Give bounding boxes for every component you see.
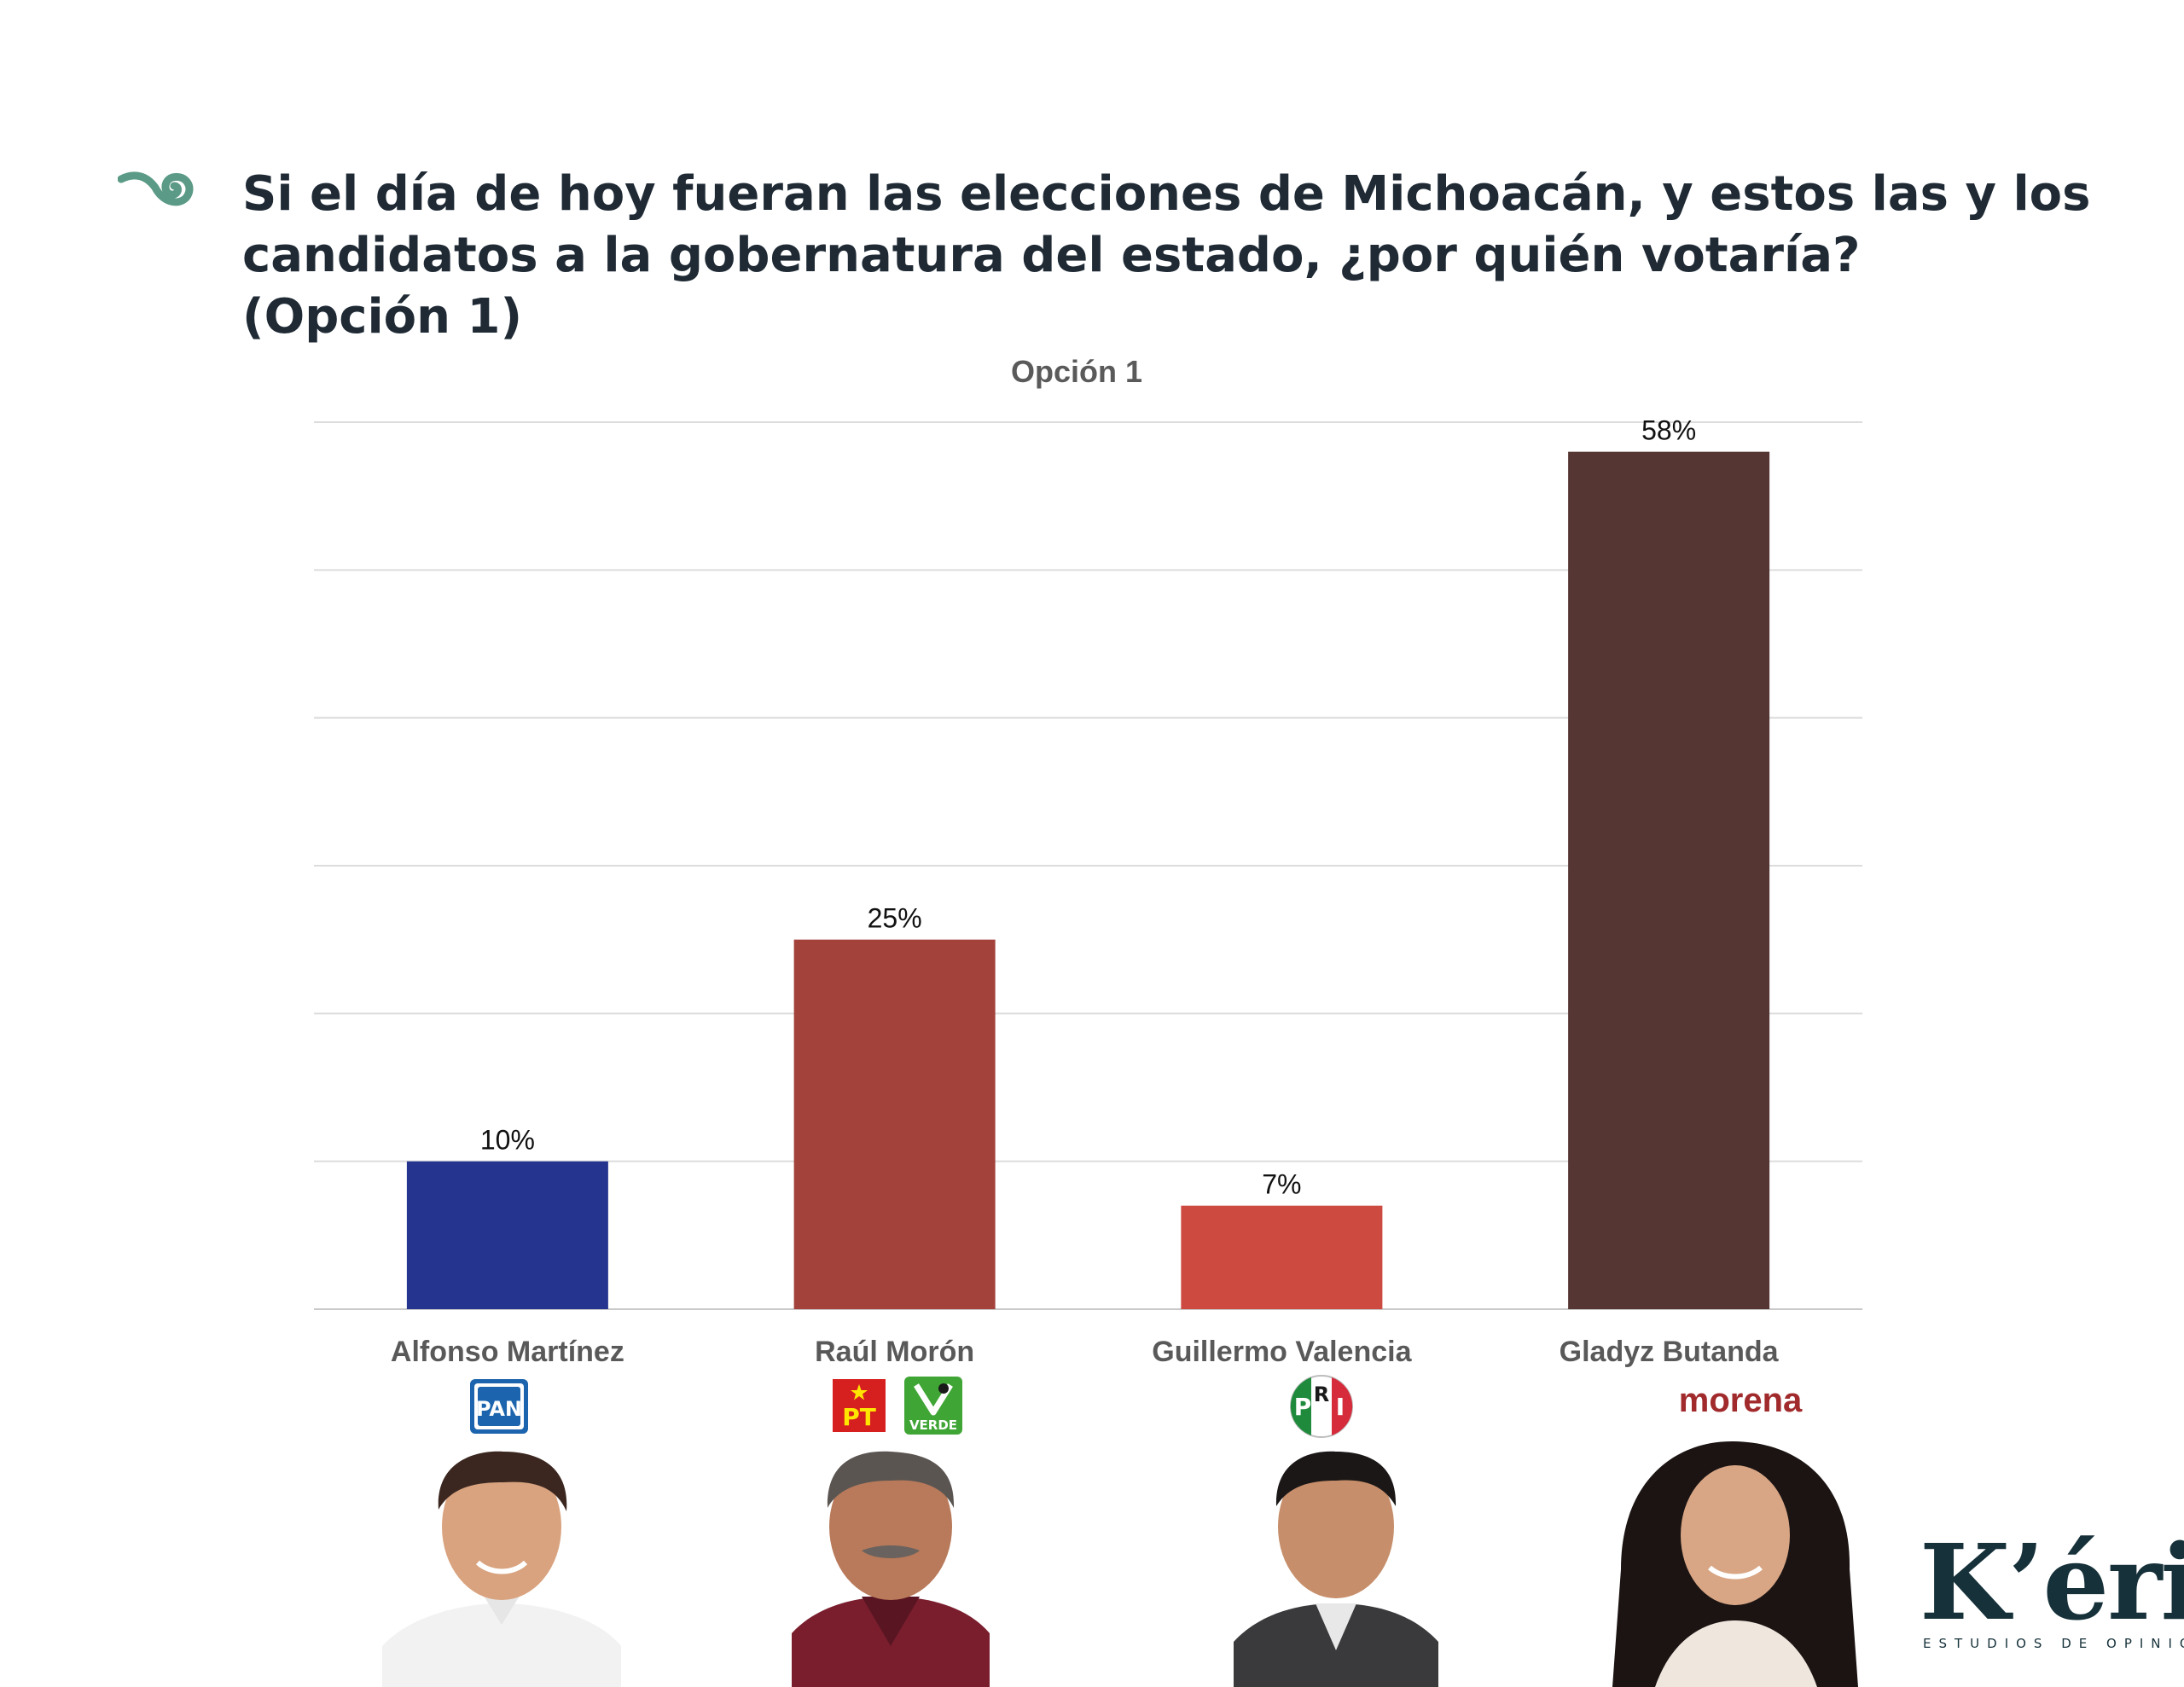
- candidate-photo-alfonso: [382, 1450, 621, 1687]
- data-label: 10%: [480, 1125, 535, 1156]
- pt-logo: PT: [833, 1379, 886, 1432]
- bar: [1181, 1205, 1383, 1309]
- category-labels: Alfonso Martínez Raúl Morón Guillermo Vale…: [391, 1336, 1780, 1368]
- verde-logo: VERDE: [904, 1377, 962, 1435]
- pt-logo-text: PT: [842, 1403, 876, 1431]
- morena-logo: morena: [1679, 1382, 1803, 1419]
- data-label: 7%: [1262, 1169, 1301, 1200]
- candidate-photo-gladyz: [1612, 1441, 1860, 1687]
- svg-text:P: P: [1294, 1393, 1312, 1421]
- pri-logo: P R I: [1290, 1375, 1353, 1438]
- bar: [1568, 451, 1770, 1309]
- swirl-icon: [118, 171, 194, 206]
- candidate-photo-raul: [792, 1450, 990, 1687]
- headline-line-3: (Opción 1): [242, 289, 523, 345]
- category-label: Gladyz Butanda: [1560, 1336, 1780, 1368]
- svg-text:I: I: [1336, 1393, 1345, 1421]
- data-labels: 10% 25% 7% 58%: [480, 415, 1696, 1200]
- question-headline: Si el día de hoy fueran las elecciones d…: [242, 164, 2119, 348]
- verde-logo-text: VERDE: [909, 1417, 957, 1433]
- bar: [406, 1161, 608, 1309]
- bars: [406, 451, 1770, 1309]
- data-label: 25%: [868, 903, 922, 934]
- headline-line-2: candidatos a la gobernatura del estado, …: [242, 228, 1861, 283]
- bar: [793, 939, 996, 1309]
- brand-logo: K’éri: [1920, 1521, 2184, 1644]
- candidate-photo-guillermo: [1234, 1450, 1438, 1687]
- headline-line-1: Si el día de hoy fueran las elecciones d…: [242, 166, 2091, 222]
- category-label: Raúl Morón: [815, 1336, 974, 1368]
- data-label: 58%: [1641, 415, 1696, 446]
- pan-logo: PAN: [470, 1379, 528, 1434]
- pan-logo-text: PAN: [476, 1397, 522, 1421]
- chart-title: Opción 1: [1011, 354, 1142, 389]
- brand-tagline: ESTUDIOS DE OPINIÓN: [1923, 1636, 2184, 1651]
- category-label: Guillermo Valencia: [1152, 1336, 1412, 1368]
- category-label: Alfonso Martínez: [391, 1336, 624, 1368]
- pri-logo-r: R: [1314, 1383, 1329, 1406]
